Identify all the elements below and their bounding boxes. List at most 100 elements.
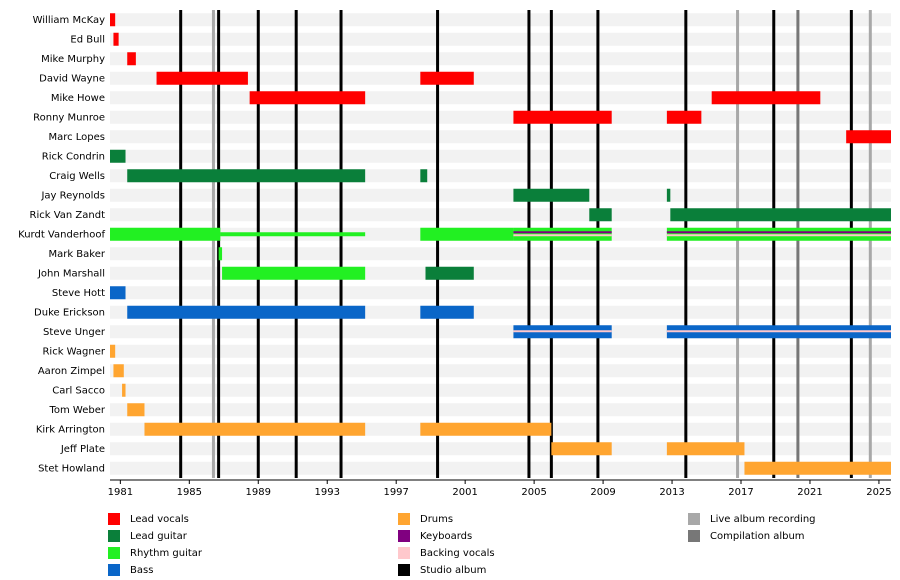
legend-label: Studio album bbox=[420, 565, 486, 576]
legend-label: Bass bbox=[130, 565, 153, 576]
row-background bbox=[110, 32, 891, 46]
row-background bbox=[110, 403, 891, 417]
member-bar bbox=[666, 442, 745, 456]
legend-label: Backing vocals bbox=[420, 548, 495, 559]
member-name: Aaron Zimpel bbox=[38, 366, 105, 377]
legend-swatch bbox=[398, 530, 410, 542]
role-stripe bbox=[513, 234, 612, 237]
member-bar bbox=[122, 383, 126, 397]
role-stripe bbox=[666, 231, 891, 234]
member-bar bbox=[744, 461, 891, 475]
x-tick-label: 2009 bbox=[590, 487, 615, 498]
member-name: William McKay bbox=[33, 15, 105, 26]
legend-label: Drums bbox=[420, 514, 453, 525]
member-name: Stet Howland bbox=[38, 463, 105, 474]
legend-label: Lead guitar bbox=[130, 531, 188, 542]
member-name: Rick Wagner bbox=[42, 346, 105, 357]
row-background bbox=[110, 364, 891, 378]
member-bar bbox=[711, 91, 821, 105]
legend-label: Lead vocals bbox=[130, 514, 189, 525]
member-name: Steve Unger bbox=[43, 327, 106, 338]
x-tick-label: 2005 bbox=[521, 487, 546, 498]
x-tick-label: 1997 bbox=[383, 487, 408, 498]
legend-swatch bbox=[688, 530, 700, 542]
member-name: Ronny Munroe bbox=[33, 112, 105, 123]
member-name: Mark Baker bbox=[48, 249, 105, 260]
member-bar bbox=[249, 91, 366, 105]
member-name: Ed Bull bbox=[70, 34, 105, 45]
legend-swatch bbox=[688, 513, 700, 525]
member-name: Kurdt Vanderhoof bbox=[18, 229, 105, 240]
member-bar bbox=[127, 305, 366, 319]
member-bar bbox=[420, 305, 474, 319]
member-bar bbox=[666, 110, 702, 124]
member-bar bbox=[127, 403, 145, 417]
member-bar bbox=[220, 232, 366, 237]
member-bar bbox=[110, 227, 221, 241]
member-bar bbox=[666, 188, 671, 202]
legend-label: Rhythm guitar bbox=[130, 548, 203, 559]
row-background bbox=[110, 461, 891, 475]
role-stripe bbox=[666, 234, 891, 237]
row-background bbox=[110, 286, 891, 300]
member-bar bbox=[113, 364, 124, 378]
member-bar bbox=[420, 227, 514, 241]
row-background bbox=[110, 188, 891, 202]
member-bar bbox=[425, 266, 474, 280]
member-bar bbox=[110, 149, 126, 163]
legend-label: Keyboards bbox=[420, 531, 472, 542]
x-tick-label: 1985 bbox=[177, 487, 202, 498]
role-stripe bbox=[513, 231, 612, 234]
member-bar bbox=[513, 188, 590, 202]
member-bar bbox=[589, 208, 612, 222]
member-name: Duke Erickson bbox=[34, 307, 105, 318]
row-background bbox=[110, 383, 891, 397]
row-background bbox=[110, 71, 891, 85]
x-tick-label: 2025 bbox=[866, 487, 891, 498]
legend-swatch bbox=[108, 564, 120, 576]
x-tick-label: 2021 bbox=[797, 487, 822, 498]
member-bar bbox=[110, 344, 116, 358]
member-bar bbox=[110, 13, 116, 27]
legend-swatch bbox=[398, 564, 410, 576]
member-name: David Wayne bbox=[39, 73, 105, 84]
member-name: Carl Sacco bbox=[52, 385, 105, 396]
member-bar bbox=[144, 422, 366, 436]
x-tick-label: 1993 bbox=[315, 487, 340, 498]
member-name: John Marshall bbox=[37, 268, 105, 279]
member-name: Kirk Arrington bbox=[36, 424, 105, 435]
member-name: Craig Wells bbox=[49, 171, 105, 182]
member-bar bbox=[551, 442, 612, 456]
member-name: Marc Lopes bbox=[48, 132, 105, 143]
row-background bbox=[110, 344, 891, 358]
x-tick-label: 2001 bbox=[452, 487, 477, 498]
x-tick-label: 2013 bbox=[659, 487, 684, 498]
member-bar bbox=[113, 32, 119, 46]
member-bar bbox=[513, 110, 612, 124]
legend-swatch bbox=[108, 513, 120, 525]
row-background bbox=[110, 130, 891, 144]
member-bar bbox=[670, 208, 891, 222]
member-bar bbox=[218, 247, 223, 261]
member-name: Rick Condrin bbox=[42, 151, 105, 162]
member-bar bbox=[222, 266, 366, 280]
role-stripe bbox=[513, 330, 612, 333]
row-background bbox=[110, 13, 891, 27]
legend-swatch bbox=[108, 530, 120, 542]
member-bar bbox=[127, 52, 136, 66]
member-name: Mike Howe bbox=[51, 93, 105, 104]
member-name: Tom Weber bbox=[48, 405, 105, 416]
row-background bbox=[110, 247, 891, 261]
x-tick-label: 2017 bbox=[728, 487, 753, 498]
legend-label: Compilation album bbox=[710, 531, 805, 542]
member-bar bbox=[846, 130, 891, 144]
member-name: Jay Reynolds bbox=[40, 190, 105, 201]
member-bar bbox=[420, 422, 552, 436]
x-tick-label: 1981 bbox=[108, 487, 133, 498]
row-background bbox=[110, 149, 891, 163]
member-name: Rick Van Zandt bbox=[30, 210, 106, 221]
legend-swatch bbox=[398, 547, 410, 559]
member-name: Mike Murphy bbox=[41, 54, 105, 65]
member-bar bbox=[156, 71, 248, 85]
role-stripe bbox=[666, 330, 891, 333]
